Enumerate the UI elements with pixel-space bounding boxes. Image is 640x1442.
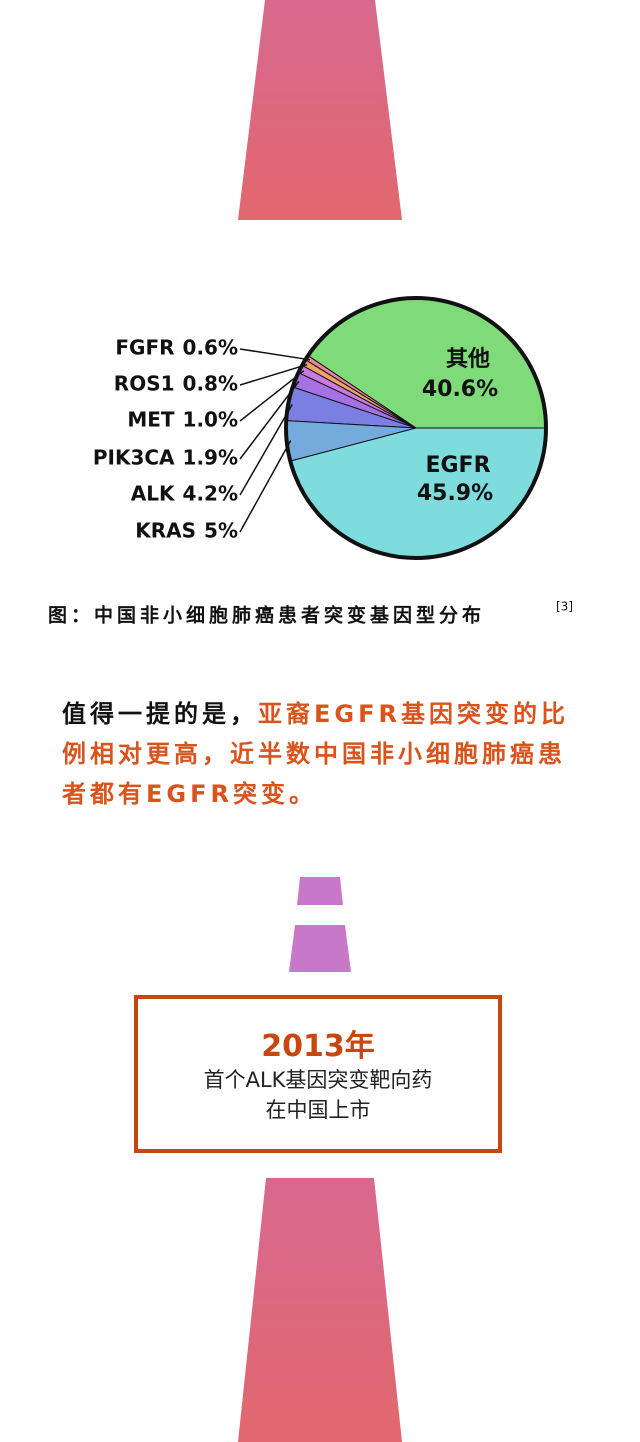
pie: 其他 40.6% 0.6% FGFR 0.8% ROS1 1.0% MET 1.9% PIK3CA… — [93, 296, 548, 560]
slice-value: 1.9% — [183, 446, 238, 470]
leader-line — [239, 404, 293, 496]
note: 值得一提的是，亚裔EGFR基因突变的比例相对更高，近半数中国非小细胞肺癌患者都有… — [62, 694, 582, 814]
slice-value: 4.2% — [183, 482, 238, 506]
leader-line — [239, 370, 305, 422]
leader-line — [239, 440, 292, 533]
slice-label: ROS1 — [114, 372, 175, 396]
leader-line — [239, 348, 311, 361]
road-top — [238, 0, 402, 220]
note-highlight: 亚裔EGFR基因突变的比例相对更高，近半数中国非小细胞肺癌患者都有EGFR突变。 — [62, 700, 569, 808]
slice-value: 0.8% — [183, 372, 238, 396]
slice-value: 0.6% — [183, 336, 238, 360]
caption-ref: [3] — [556, 600, 573, 614]
caption: 图：中国非小细胞肺癌患者突变基因型分布 — [48, 604, 485, 627]
road-dash — [297, 877, 343, 905]
milestone-year: 2013年 — [261, 1029, 375, 1064]
slice-label: ALK — [131, 482, 176, 506]
slice-label: 其他 — [446, 347, 490, 372]
leader-line — [239, 363, 308, 386]
slice-value: 5% — [204, 519, 238, 543]
road-dash — [289, 925, 351, 972]
milestone-box: 2013年 首个ALK基因突变靶向药 在中国上市 — [134, 995, 502, 1153]
slice-value: 45.9% — [417, 481, 493, 506]
road-bottom — [238, 1178, 402, 1442]
slice-label: EGFR — [425, 453, 490, 478]
milestone-line: 在中国上市 — [265, 1098, 371, 1122]
milestone-line: 首个ALK基因突变靶向药 — [203, 1068, 433, 1092]
slice-label: MET — [127, 408, 175, 432]
slice-label: FGFR — [115, 336, 174, 360]
slice-label: PIK3CA — [93, 446, 175, 470]
slice-label: KRAS — [135, 519, 196, 543]
note-plain: 值得一提的是， — [62, 700, 258, 728]
slice-value: 40.6% — [422, 377, 498, 402]
pie-outline — [284, 296, 548, 560]
slice-value: 1.0% — [183, 408, 238, 432]
